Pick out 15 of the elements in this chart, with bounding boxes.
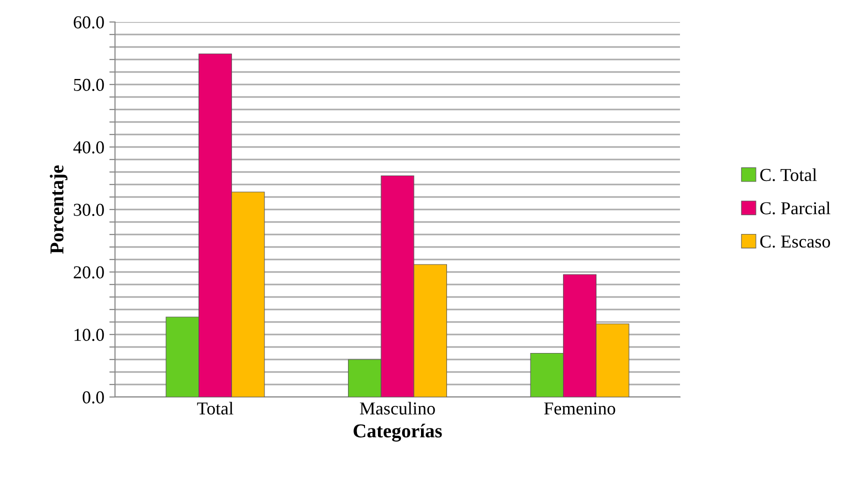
y-axis-title: Porcentaje [50,165,68,254]
legend-label: C. Total [760,168,817,182]
y-tick-label: 10.0 [74,328,104,342]
x-tick-label: Masculino [360,402,435,415]
legend-label: C. Escaso [760,235,830,248]
y-tick-label: 50.0 [74,78,104,92]
x-tick-label: Femenino [544,402,616,415]
y-tick-label: 30.0 [74,204,104,216]
y-tick-label: 60.0 [74,16,104,29]
x-tick-label: Total [197,402,234,415]
y-tick-label: 0.0 [82,391,104,404]
legend-label: C. Parcial [760,202,830,214]
x-axis-title: Categorías [354,424,442,442]
y-tick-label: 40.0 [73,141,104,154]
y-tick-label: 20.0 [74,266,104,279]
